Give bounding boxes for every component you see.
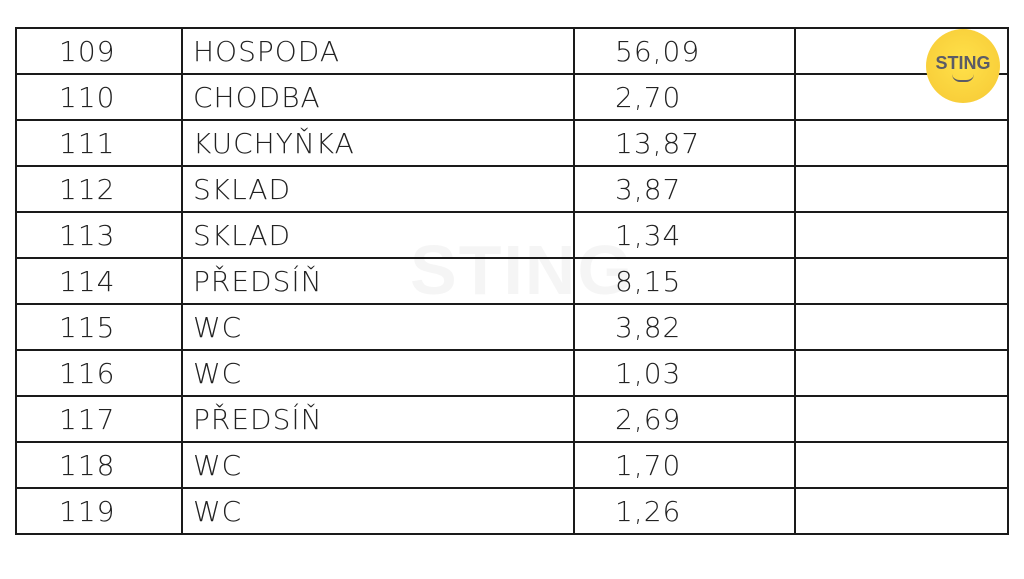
room-area: 2,69 (573, 395, 796, 443)
room-area: 8,15 (573, 257, 796, 305)
table-row: 111 KUCHYŇKA 13,87 (15, 119, 1009, 167)
room-name: WC (181, 441, 575, 489)
room-number: 111 (15, 119, 183, 167)
room-table: 109 HOSPODA 56,09 110 CHODBA 2,70 111 KUCHYŇKA 1… (15, 27, 1009, 535)
table-row: 119 WC 1,26 (15, 487, 1009, 535)
table-row: 113 SKLAD 1,34 (15, 211, 1009, 259)
room-name: WC (181, 487, 575, 535)
table-row: 116 WC 1,03 (15, 349, 1009, 397)
room-name: HOSPODA (181, 27, 575, 75)
notes-cell (794, 349, 1009, 397)
room-number: 110 (15, 73, 183, 121)
logo-text: STING (935, 53, 991, 73)
room-area: 1,03 (573, 349, 796, 397)
room-number: 113 (15, 211, 183, 259)
room-name: PŘEDSÍŇ (181, 257, 575, 305)
table-row: 110 CHODBA 2,70 (15, 73, 1009, 121)
room-name: WC (181, 303, 575, 351)
notes-cell (794, 441, 1009, 489)
smile-icon (952, 74, 974, 82)
table-row: 115 WC 3,82 (15, 303, 1009, 351)
table-row: 114 PŘEDSÍŇ 8,15 (15, 257, 1009, 305)
room-name: WC (181, 349, 575, 397)
table-row: 118 WC 1,70 (15, 441, 1009, 489)
room-name: SKLAD (181, 211, 575, 259)
notes-cell (794, 303, 1009, 351)
table-row: 109 HOSPODA 56,09 (15, 27, 1009, 75)
sting-logo: STING (926, 29, 1000, 103)
room-area: 1,70 (573, 441, 796, 489)
room-area: 3,87 (573, 165, 796, 213)
notes-cell (794, 487, 1009, 535)
room-area: 1,34 (573, 211, 796, 259)
room-number: 117 (15, 395, 183, 443)
table-row: 112 SKLAD 3,87 (15, 165, 1009, 213)
room-area: 1,26 (573, 487, 796, 535)
room-name: PŘEDSÍŇ (181, 395, 575, 443)
room-number: 115 (15, 303, 183, 351)
notes-cell (794, 165, 1009, 213)
room-area: 56,09 (573, 27, 796, 75)
room-number: 116 (15, 349, 183, 397)
room-number: 114 (15, 257, 183, 305)
room-number: 118 (15, 441, 183, 489)
notes-cell (794, 119, 1009, 167)
table-row: 117 PŘEDSÍŇ 2,69 (15, 395, 1009, 443)
room-area: 3,82 (573, 303, 796, 351)
room-number: 112 (15, 165, 183, 213)
room-area: 2,70 (573, 73, 796, 121)
room-number: 119 (15, 487, 183, 535)
room-name: KUCHYŇKA (181, 119, 575, 167)
room-name: SKLAD (181, 165, 575, 213)
room-area: 13,87 (573, 119, 796, 167)
room-number: 109 (15, 27, 183, 75)
room-name: CHODBA (181, 73, 575, 121)
notes-cell (794, 211, 1009, 259)
notes-cell (794, 257, 1009, 305)
notes-cell (794, 395, 1009, 443)
